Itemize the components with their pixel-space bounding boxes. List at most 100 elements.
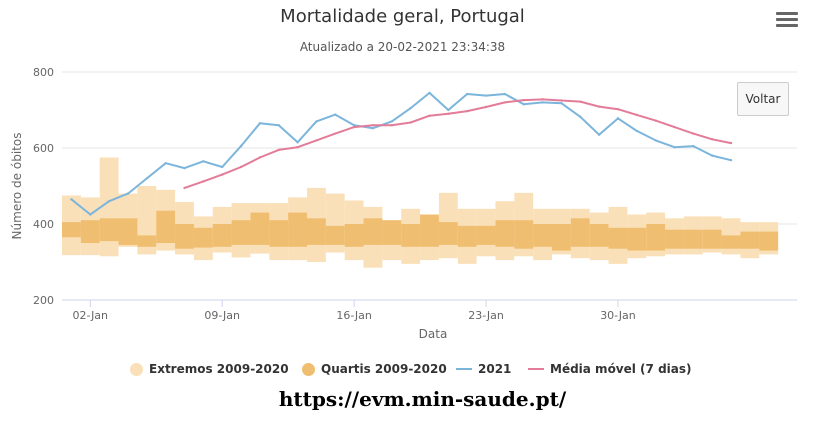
source-url: https://evm.min-saude.pt/ — [278, 387, 567, 411]
point-moving-average — [522, 98, 525, 102]
point-2021 — [334, 113, 337, 116]
point-moving-average — [597, 105, 601, 108]
legend-label-quartiles: Quartis 2009-2020 — [321, 362, 447, 376]
point-2021 — [597, 133, 601, 136]
point-2021 — [560, 101, 563, 105]
quartiles-bar — [382, 220, 402, 245]
point-moving-average — [616, 108, 620, 111]
point-2021 — [371, 127, 375, 130]
x-tick-label: 16-Jan — [336, 309, 372, 322]
legend-label-extremes: Extremos 2009-2020 — [149, 362, 289, 376]
x-tick-label: 30-Jan — [600, 309, 636, 322]
point-moving-average — [277, 148, 280, 152]
quartiles-bar — [118, 218, 138, 245]
point-moving-average — [635, 113, 639, 117]
quartiles-bar — [231, 220, 251, 245]
point-2021 — [729, 158, 733, 162]
point-2021 — [692, 144, 695, 148]
quartiles-bar — [325, 225, 345, 245]
point-moving-average — [503, 101, 507, 104]
point-moving-average — [409, 121, 412, 124]
point-2021 — [107, 200, 111, 203]
point-moving-average — [692, 132, 695, 135]
quartiles-bar — [401, 224, 421, 247]
grid-layer — [62, 71, 797, 301]
point-2021 — [315, 120, 318, 123]
point-2021 — [220, 165, 224, 169]
point-moving-average — [315, 139, 318, 142]
point-moving-average — [239, 165, 243, 169]
quartiles-bar — [99, 218, 119, 242]
quartiles-bar — [80, 220, 100, 243]
quartiles-bar — [721, 235, 741, 249]
point-moving-average — [654, 119, 657, 122]
point-2021 — [428, 91, 431, 95]
point-2021 — [673, 146, 676, 149]
quartiles-bar — [457, 225, 477, 247]
quartiles-bar — [683, 229, 703, 249]
point-2021 — [409, 106, 412, 110]
legend-item-moving-average[interactable]: Média móvel (7 dias) — [528, 362, 692, 376]
point-moving-average — [352, 125, 356, 129]
point-2021 — [239, 144, 243, 148]
menu-bar — [776, 24, 798, 27]
point-moving-average — [447, 112, 450, 116]
point-moving-average — [465, 109, 469, 113]
x-tick-label: 02-Jan — [72, 309, 108, 322]
legend-label-moving-average: Média móvel (7 dias) — [550, 362, 692, 376]
point-moving-average — [220, 173, 224, 176]
legend-item-extremes[interactable]: Extremos 2009-2020 — [130, 362, 289, 376]
y-tick-label: 600 — [33, 142, 54, 155]
x-axis-title: Data — [419, 327, 448, 341]
quartiles-bar — [476, 225, 496, 245]
point-2021 — [616, 117, 620, 120]
quartiles-bar — [514, 220, 534, 249]
point-moving-average — [371, 124, 375, 127]
quartiles-bar — [759, 231, 779, 251]
point-moving-average — [710, 138, 714, 141]
quartiles-bar — [533, 224, 552, 247]
point-2021 — [522, 103, 525, 106]
quartiles-bar — [608, 227, 628, 249]
point-moving-average — [296, 146, 299, 149]
legend-item-2021[interactable]: 2021 — [456, 362, 511, 376]
point-2021 — [183, 166, 186, 170]
point-2021 — [164, 162, 167, 165]
chart-title: Mortalidade geral, Portugal — [280, 6, 525, 27]
quartiles-bar — [646, 224, 666, 251]
legend-label-2021: 2021 — [478, 362, 512, 376]
legend-item-quartiles[interactable]: Quartis 2009-2020 — [302, 362, 447, 376]
quartiles-band — [62, 210, 779, 251]
quartiles-bar — [589, 224, 609, 247]
legend-swatch-2021 — [456, 368, 472, 370]
point-2021 — [503, 92, 507, 96]
back-button[interactable]: Voltar — [737, 82, 789, 116]
quartiles-bar — [307, 218, 326, 245]
point-2021 — [710, 154, 714, 157]
quartiles-bar — [269, 220, 289, 247]
quartiles-bar — [438, 222, 458, 245]
point-moving-average — [484, 105, 488, 109]
quartiles-bar — [62, 222, 81, 238]
point-2021 — [126, 192, 130, 195]
quartiles-bar — [627, 227, 647, 251]
axes: 200 400 600 800 02-Jan 09-Jan 16-Jan 23-Jan 30-J… — [33, 66, 797, 322]
quartiles-bar — [740, 231, 760, 249]
quartiles-bar — [212, 224, 232, 247]
legend-swatch-extremes — [130, 362, 143, 376]
menu-bar — [776, 12, 798, 15]
point-2021 — [296, 141, 299, 144]
point-2021 — [89, 213, 92, 216]
point-2021 — [258, 122, 262, 125]
point-moving-average — [390, 124, 394, 127]
point-2021 — [70, 198, 73, 201]
chart-plot: 200 400 600 800 02-Jan 09-Jan 16-Jan 23-Jan 30-J… — [10, 66, 797, 341]
quartiles-bar — [137, 235, 157, 247]
quartiles-bar — [250, 212, 270, 245]
point-2021 — [654, 139, 657, 142]
point-moving-average — [560, 99, 563, 102]
hamburger-menu-icon[interactable] — [776, 12, 798, 32]
menu-bar — [776, 18, 798, 21]
line-moving-average — [184, 98, 732, 189]
point-moving-average — [258, 156, 262, 159]
